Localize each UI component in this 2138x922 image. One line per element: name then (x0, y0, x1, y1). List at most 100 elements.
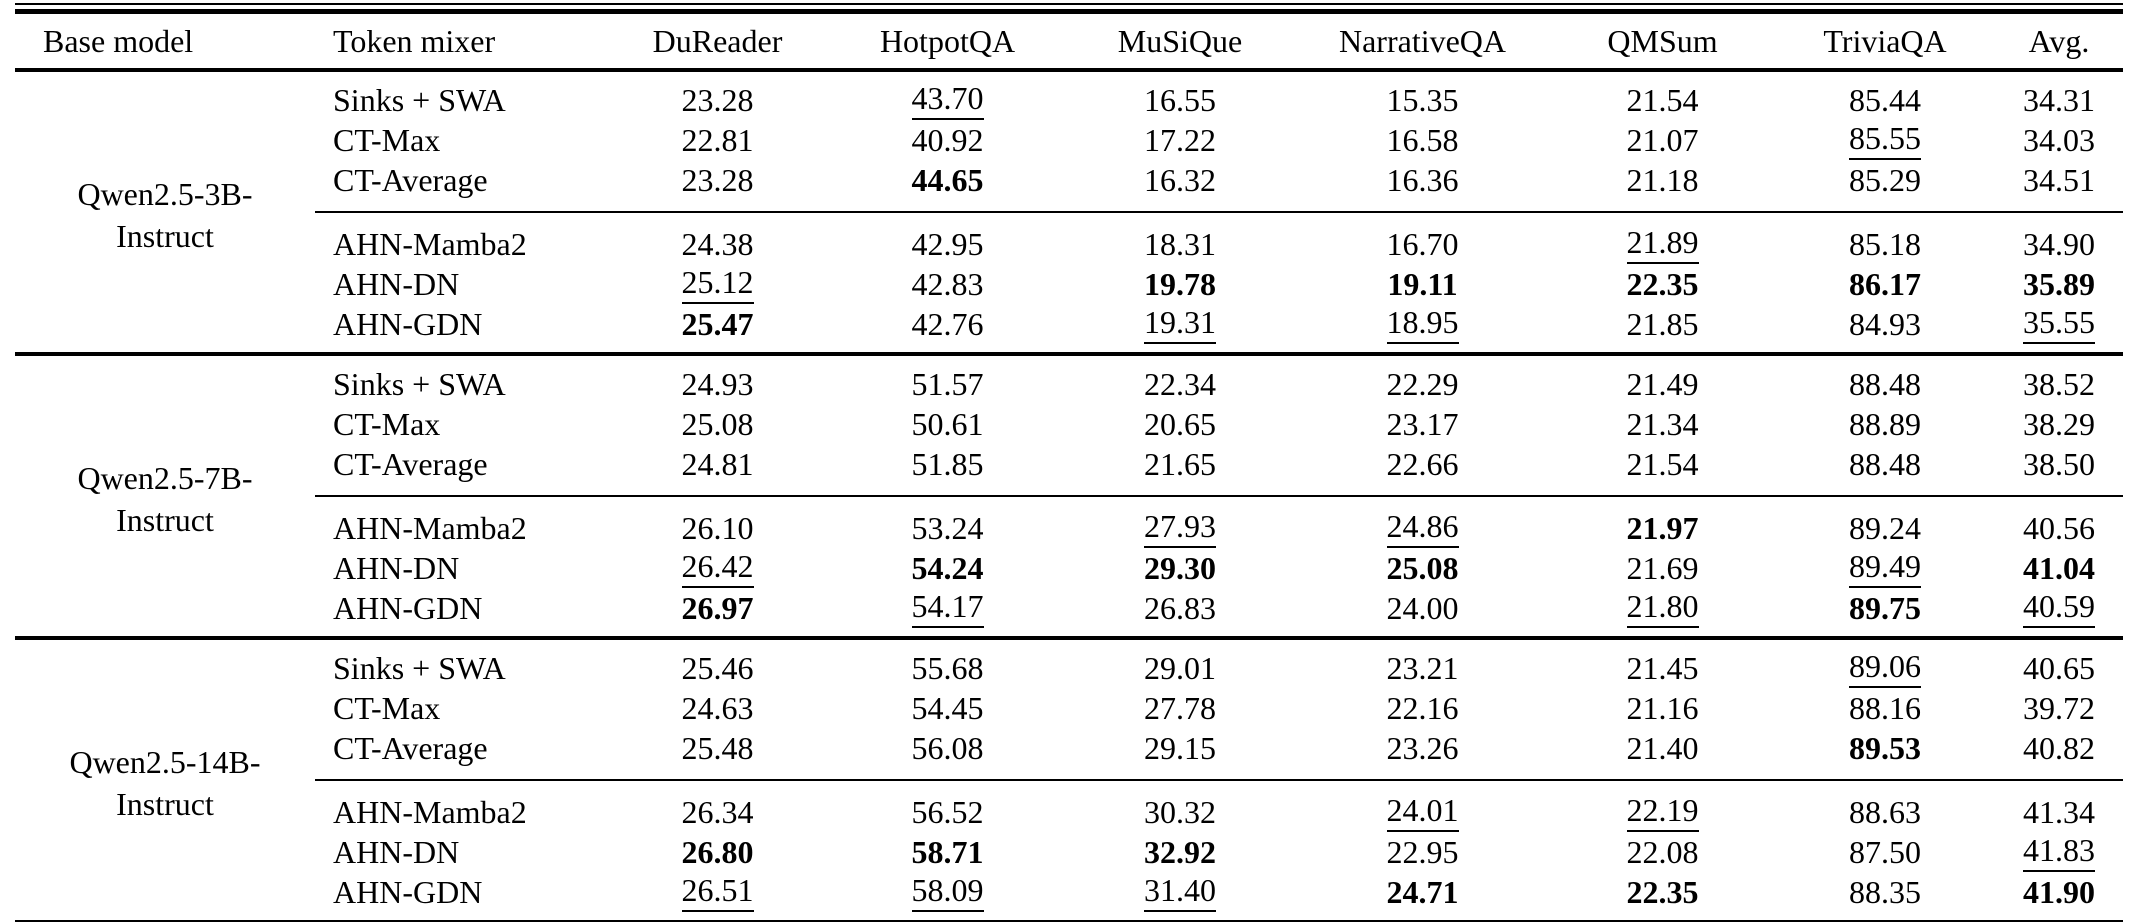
value-cell: 89.49 (1775, 548, 1995, 588)
metric-value: 35.89 (2023, 265, 2095, 302)
table-row: AHN-DN 26.80 58.71 32.92 22.95 22.08 87.50 41.8… (15, 832, 2123, 872)
value-cell: 58.09 (830, 872, 1065, 922)
table-row: CT-Average 23.28 44.65 16.32 16.36 21.18 85.29… (15, 160, 2123, 212)
value-cell: 85.29 (1775, 160, 1995, 212)
metric-value: 16.55 (1144, 81, 1216, 118)
value-cell: 24.93 (605, 352, 830, 404)
header-row: Base model Token mixer DuReader HotpotQA… (15, 11, 2123, 72)
metric-value: 23.17 (1386, 405, 1459, 442)
value-cell: 55.68 (830, 636, 1065, 688)
metric-value: 26.34 (681, 793, 754, 830)
metric-value: 29.30 (1144, 549, 1216, 586)
token-mixer-cell: AHN-Mamba2 (315, 495, 605, 548)
column-header-avg: Avg. (1995, 11, 2123, 72)
table-row: AHN-GDN 26.97 54.17 26.83 24.00 21.80 89.75 40.… (15, 588, 2123, 638)
value-cell: 88.89 (1775, 404, 1995, 444)
metric-value: 85.55 (1849, 122, 1921, 160)
value-cell: 21.40 (1550, 728, 1775, 780)
table-row: AHN-Mamba2 26.34 56.52 30.32 24.01 22.19 88.63… (15, 779, 2123, 832)
metric-value: 31.40 (1144, 874, 1216, 912)
token-mixer-cell: AHN-Mamba2 (315, 779, 605, 832)
value-cell: 23.28 (605, 160, 830, 212)
metric-value: 16.36 (1386, 161, 1459, 198)
metric-value: 24.00 (1386, 589, 1459, 626)
metric-value: 23.28 (681, 161, 754, 198)
value-cell: 24.86 (1295, 495, 1550, 548)
metric-value: 88.48 (1849, 445, 1921, 482)
metric-value: 32.92 (1144, 833, 1216, 870)
value-cell: 42.76 (830, 304, 1065, 354)
value-cell: 27.93 (1065, 495, 1295, 548)
token-mixer-cell: CT-Max (333, 405, 441, 442)
table-row: AHN-GDN 26.51 58.09 31.40 24.71 22.35 88.35 41.… (15, 872, 2123, 922)
metric-value: 54.17 (911, 590, 984, 628)
value-cell: 16.70 (1295, 211, 1550, 264)
metric-value: 22.29 (1386, 365, 1459, 402)
metric-value: 22.19 (1626, 794, 1699, 832)
metric-value: 55.68 (911, 649, 984, 686)
value-cell: 42.95 (830, 211, 1065, 264)
metric-value: 22.34 (1144, 365, 1216, 402)
metric-value: 29.15 (1144, 729, 1216, 766)
metric-value: 38.50 (2023, 445, 2095, 482)
value-cell: 41.34 (1995, 779, 2123, 832)
metric-value: 25.08 (681, 405, 754, 442)
metric-value: 22.95 (1386, 833, 1459, 870)
token-mixer-cell: AHN-DN (333, 265, 460, 302)
metric-value: 27.93 (1144, 510, 1216, 548)
value-cell: 21.18 (1550, 160, 1775, 212)
value-cell: 40.65 (1995, 636, 2123, 688)
token-mixer-cell: AHN-GDN (333, 305, 483, 342)
value-cell: 16.55 (1065, 70, 1295, 120)
value-cell: 38.50 (1995, 444, 2123, 496)
metric-value: 42.83 (911, 265, 984, 302)
token-mixer-cell: AHN-DN (333, 833, 460, 870)
metric-value: 24.71 (1386, 873, 1459, 910)
metric-value: 89.49 (1849, 550, 1921, 588)
metric-value: 87.50 (1849, 833, 1921, 870)
value-cell: 21.54 (1550, 444, 1775, 496)
metric-value: 23.28 (681, 81, 754, 118)
metric-value: 25.08 (1386, 549, 1459, 586)
value-cell: 20.65 (1065, 404, 1295, 444)
metric-value: 51.57 (911, 365, 984, 402)
value-cell: 21.65 (1065, 444, 1295, 496)
token-mixer-cell: Sinks + SWA (333, 81, 506, 118)
value-cell: 89.75 (1775, 588, 1995, 638)
metric-value: 34.31 (2023, 81, 2095, 118)
metric-value: 21.16 (1626, 689, 1699, 726)
value-cell: 24.81 (605, 444, 830, 496)
metric-value: 21.07 (1626, 121, 1699, 158)
value-cell: 21.80 (1550, 588, 1775, 638)
value-cell: 22.08 (1550, 832, 1775, 872)
value-cell: 85.55 (1775, 120, 1995, 160)
value-cell: 34.51 (1995, 160, 2123, 212)
metric-value: 53.24 (911, 509, 984, 546)
table-header: Base model Token mixer DuReader HotpotQA… (15, 11, 2123, 72)
table-row: AHN-DN 26.42 54.24 29.30 25.08 21.69 89.49 41.0… (15, 548, 2123, 588)
value-cell: 40.56 (1995, 495, 2123, 548)
value-cell: 29.01 (1065, 636, 1295, 688)
metric-value: 25.12 (681, 266, 754, 304)
metric-value: 40.56 (2023, 509, 2095, 546)
value-cell: 85.18 (1775, 211, 1995, 264)
column-header-base-model: Base model (15, 11, 315, 72)
table-row: CT-Max 24.63 54.45 27.78 22.16 21.16 88.16 39.7… (15, 688, 2123, 728)
metric-value: 19.78 (1144, 265, 1216, 302)
metric-value: 24.81 (681, 445, 754, 482)
metric-value: 16.32 (1144, 161, 1216, 198)
metric-value: 19.31 (1144, 306, 1216, 344)
metric-value: 22.35 (1626, 265, 1699, 302)
value-cell: 18.31 (1065, 211, 1295, 264)
metric-value: 26.97 (681, 589, 754, 626)
metric-value: 25.47 (681, 305, 754, 342)
metric-value: 34.03 (2023, 121, 2095, 158)
metric-value: 89.24 (1849, 509, 1921, 546)
value-cell: 29.30 (1065, 548, 1295, 588)
metric-value: 16.70 (1386, 225, 1459, 262)
value-cell: 16.58 (1295, 120, 1550, 160)
value-cell: 22.16 (1295, 688, 1550, 728)
value-cell: 41.90 (1995, 872, 2123, 922)
metric-value: 22.35 (1626, 873, 1699, 910)
metric-value: 21.18 (1626, 161, 1699, 198)
